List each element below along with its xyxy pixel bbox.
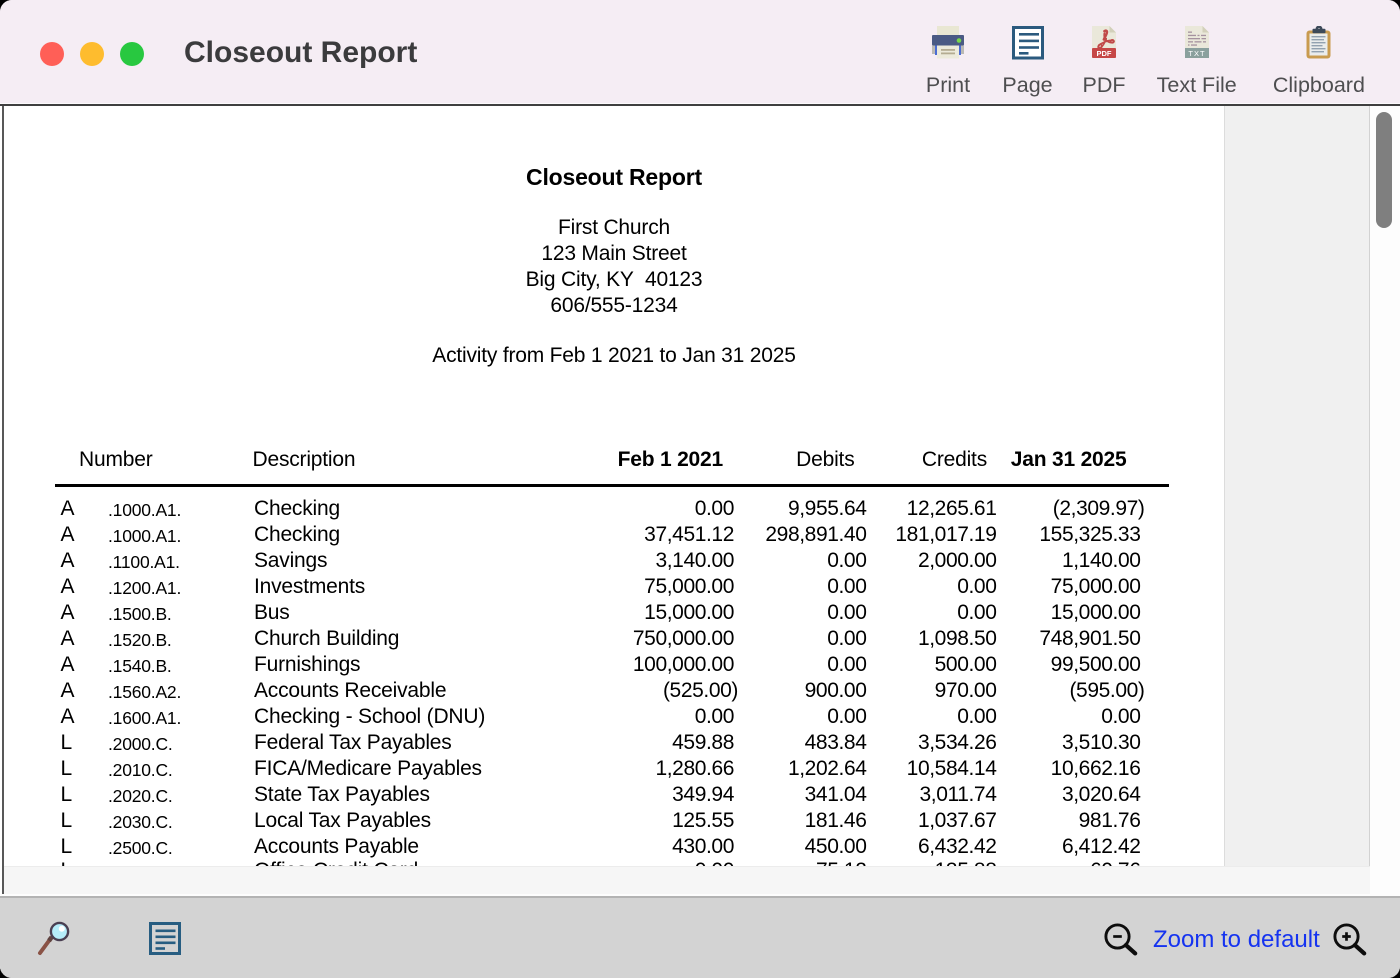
svg-text:PDF: PDF [1097, 49, 1112, 58]
svg-text:TXT: TXT [1188, 49, 1205, 58]
